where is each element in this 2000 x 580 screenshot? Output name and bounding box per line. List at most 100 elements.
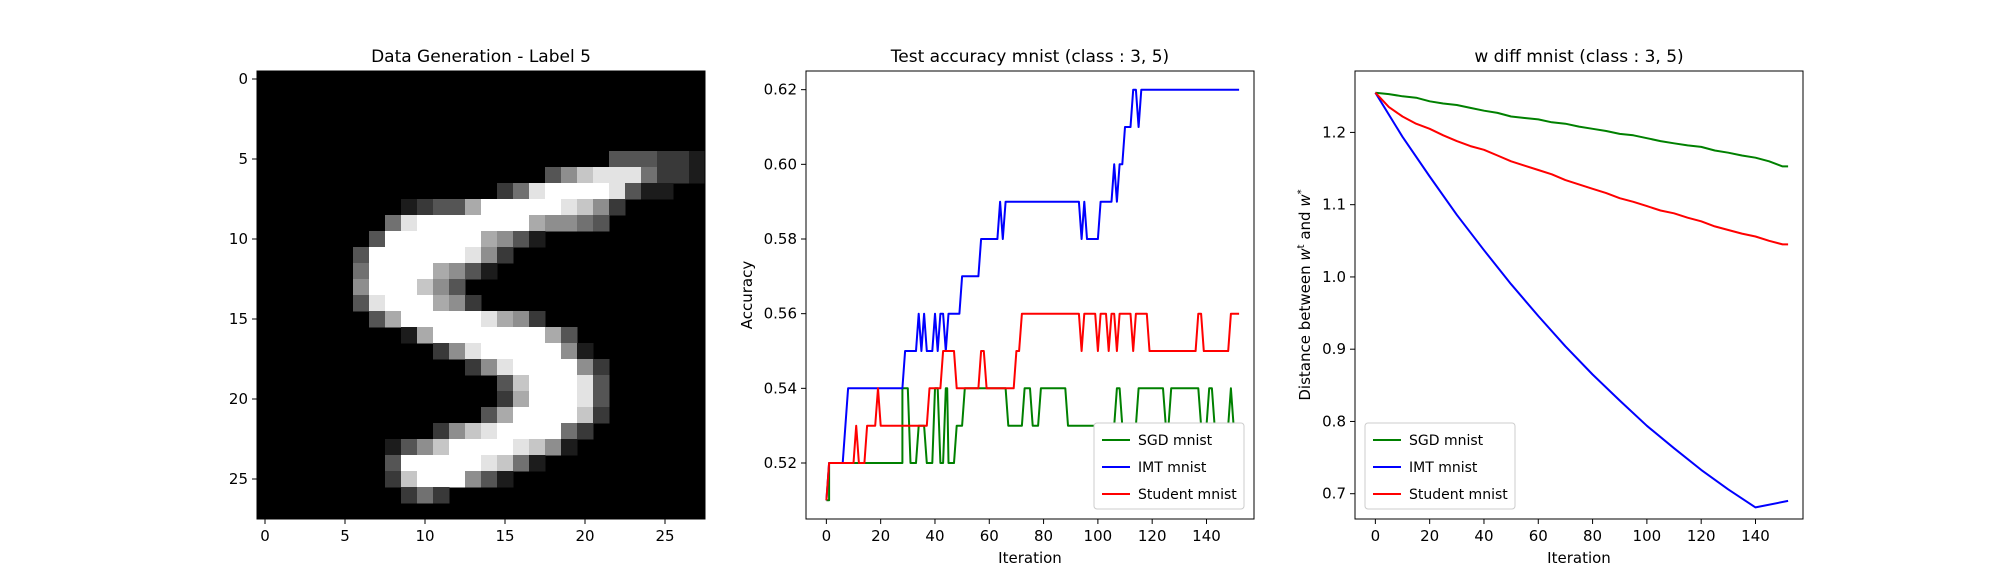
x-axis-label: Iteration (998, 549, 1062, 567)
pixel (513, 327, 530, 344)
x-tick-label: 20 (1420, 527, 1439, 545)
pixel (449, 311, 466, 328)
pixel (513, 183, 530, 200)
pixel (465, 359, 482, 376)
pixel (481, 231, 498, 248)
pixel (449, 199, 466, 216)
pixel (465, 311, 482, 328)
pixel (641, 183, 658, 200)
chart-title: Data Generation - Label 5 (371, 47, 591, 67)
pixel (545, 343, 562, 360)
pixel (593, 183, 610, 200)
chart-title: Test accuracy mnist (class : 3, 5) (890, 47, 1169, 67)
pixel (561, 183, 578, 200)
pixel (369, 279, 386, 296)
pixel (433, 471, 450, 488)
pixel (497, 471, 514, 488)
pixel (545, 423, 562, 440)
plot-frame (805, 70, 1255, 520)
pixel (561, 215, 578, 232)
pixel (369, 247, 386, 264)
pixel (577, 375, 594, 392)
pixel (577, 199, 594, 216)
pixel (433, 439, 450, 456)
pixel (561, 327, 578, 344)
accuracy-chart-panel: 0 20 40 60 80 100 120 140 0.52 0.54 0.56 0.58 0.60 0.… (738, 47, 1255, 567)
pixel (529, 439, 546, 456)
legend-label: Student mnist (1409, 487, 1508, 503)
pixel (385, 279, 402, 296)
legend-label: IMT mnist (1138, 460, 1207, 476)
pixel (449, 455, 466, 472)
legend-label: SGD mnist (1138, 433, 1213, 449)
pixel (561, 167, 578, 184)
pixel (529, 343, 546, 360)
plot-frame (1354, 70, 1804, 520)
pixel (577, 167, 594, 184)
pixel (529, 311, 546, 328)
pixel (369, 263, 386, 280)
pixel (577, 183, 594, 200)
pixel (593, 199, 610, 216)
x-tick-label: 40 (925, 527, 944, 545)
pixel (513, 359, 530, 376)
pixel (449, 295, 466, 312)
pixel (593, 407, 610, 424)
pixel (577, 343, 594, 360)
pixel (449, 471, 466, 488)
y-axis-label-part: w (1296, 248, 1314, 261)
pixel (481, 343, 498, 360)
pixel (529, 359, 546, 376)
x-tick-label: 100 (1084, 527, 1113, 545)
pixel (385, 215, 402, 232)
pixel (465, 231, 482, 248)
x-tick-label: 5 (340, 527, 350, 545)
pixel (385, 455, 402, 472)
x-tick-label: 0 (822, 527, 832, 545)
pixel (545, 359, 562, 376)
pixel (385, 471, 402, 488)
series-line-imt-mnist (825, 88, 1240, 501)
pixel (657, 151, 674, 168)
pixel (401, 471, 418, 488)
pixel (481, 327, 498, 344)
pixel (433, 423, 450, 440)
pixel (465, 327, 482, 344)
x-tick-label: 0 (1371, 527, 1381, 545)
pixel (513, 439, 530, 456)
pixel (449, 327, 466, 344)
pixel (641, 167, 658, 184)
pixel (497, 215, 514, 232)
x-tick-label: 40 (1474, 527, 1493, 545)
pixel (401, 327, 418, 344)
pixel (433, 215, 450, 232)
pixel (625, 167, 642, 184)
y-tick-label: 0.62 (764, 81, 797, 99)
pixel (529, 327, 546, 344)
pixel (497, 439, 514, 456)
pixel (561, 343, 578, 360)
series-line-student-mnist (1374, 92, 1789, 246)
pixel (513, 455, 530, 472)
pixel (513, 311, 530, 328)
pixel (577, 391, 594, 408)
pixel (545, 439, 562, 456)
pixel (529, 423, 546, 440)
pixel (497, 343, 514, 360)
pixel (465, 455, 482, 472)
pixel (497, 311, 514, 328)
y-tick-label: 0.58 (764, 230, 797, 248)
y-tick-label: 25 (229, 470, 248, 488)
y-tick-label: 0.56 (764, 305, 797, 323)
pixel (449, 215, 466, 232)
pixel (417, 311, 434, 328)
x-tick-label: 100 (1633, 527, 1662, 545)
pixel (401, 263, 418, 280)
legend-box (1093, 422, 1245, 510)
pixel (465, 439, 482, 456)
pixel (449, 231, 466, 248)
x-tick-label: 60 (1529, 527, 1548, 545)
pixel (401, 199, 418, 216)
legend: SGD mnist IMT mnist Student mnist (1093, 422, 1245, 510)
